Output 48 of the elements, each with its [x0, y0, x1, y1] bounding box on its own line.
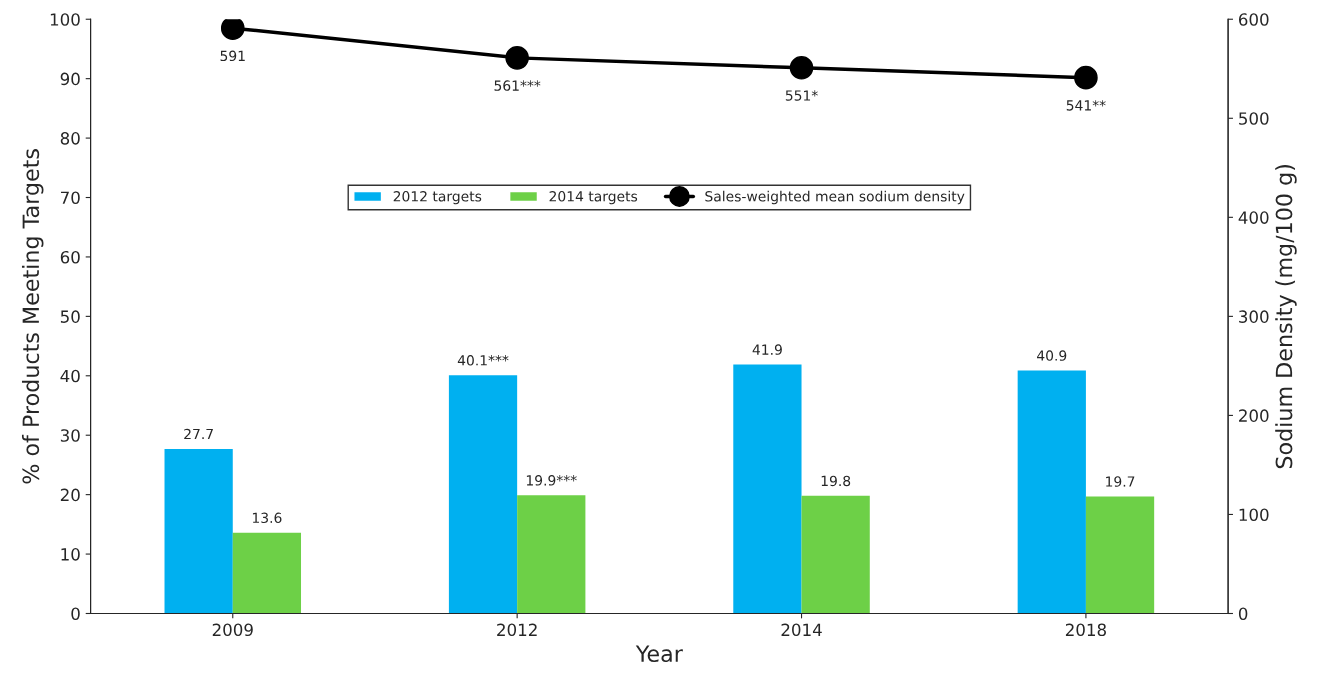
- legend-label: Sales-weighted mean sodium density: [705, 190, 965, 205]
- data-label: 591: [220, 50, 245, 62]
- y-axis-title: % of Products Meeting Targets: [21, 149, 44, 484]
- y2-axis-title: Sodium Density (mg/100 g): [1275, 165, 1297, 469]
- data-label: 551*: [785, 90, 818, 101]
- x-tick-label: 2009: [212, 623, 253, 637]
- bar: [801, 495, 870, 614]
- bar: [448, 375, 518, 614]
- bar: [517, 495, 586, 614]
- x-tick-label: 2018: [1065, 623, 1106, 637]
- x-tick-label: 2014: [781, 623, 822, 637]
- data-label: 561***: [494, 80, 541, 91]
- data-label: 19.7: [1106, 476, 1135, 487]
- y2-tick-label: 400: [1238, 211, 1269, 224]
- y-tick-label: 80: [60, 132, 80, 145]
- data-label: 19.8: [821, 475, 851, 487]
- data-label: 41.9: [752, 344, 782, 355]
- bar: [1017, 370, 1086, 614]
- y-tick-label: 20: [60, 488, 80, 502]
- bar: [164, 448, 233, 614]
- y2-tick-label: 0: [1238, 607, 1248, 621]
- data-label: 40.9: [1037, 350, 1067, 361]
- bar: [232, 532, 302, 614]
- y-tick-label: 10: [61, 548, 80, 561]
- y2-tick-label: 300: [1239, 310, 1269, 323]
- legend-label: 2014 targets: [549, 191, 638, 205]
- y-tick-label: 0: [71, 607, 80, 621]
- y-tick-label: 50: [60, 310, 80, 323]
- x-axis-title: Year: [635, 645, 683, 663]
- data-label: 541**: [1066, 100, 1106, 111]
- y2-tick-label: 500: [1239, 112, 1269, 125]
- data-label: 27.7: [184, 428, 213, 440]
- data-label: 40.1***: [457, 355, 509, 366]
- bar: [1085, 496, 1155, 614]
- data-label: 19.9***: [526, 475, 577, 486]
- y-tick-label: 90: [60, 72, 80, 86]
- y2-tick-label: 200: [1239, 409, 1269, 422]
- y-tick-label: 100: [50, 13, 80, 26]
- y2-tick-label: 100: [1239, 508, 1269, 522]
- y-tick-label: 60: [60, 250, 80, 264]
- y-tick-label: 30: [60, 429, 80, 442]
- x-tick-label: 2012: [497, 623, 537, 637]
- y2-tick-label: 600: [1238, 13, 1269, 26]
- bar: [733, 364, 802, 614]
- data-label: 13.6: [252, 512, 282, 524]
- y-tick-label: 70: [61, 191, 80, 205]
- y-tick-label: 40: [60, 369, 80, 383]
- legend-label: 2012 targets: [393, 191, 482, 205]
